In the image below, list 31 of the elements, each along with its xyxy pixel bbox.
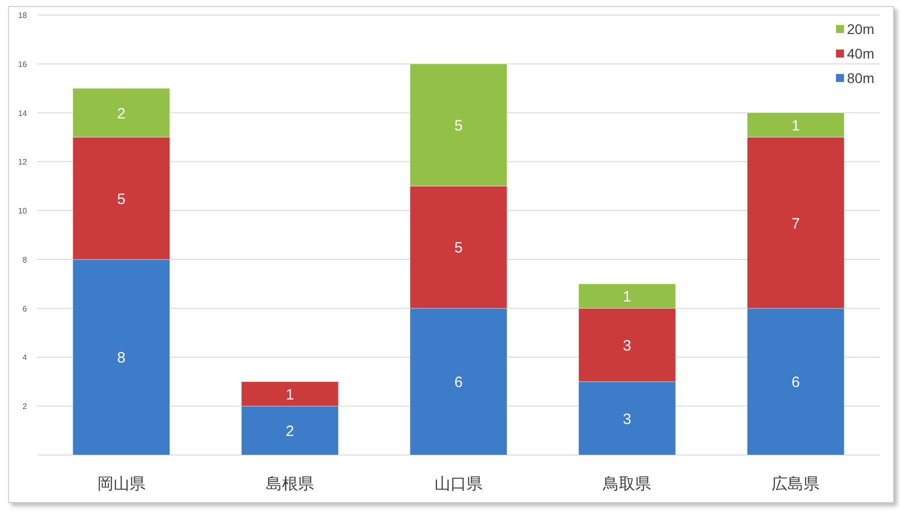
- data-label: 6: [454, 374, 463, 392]
- data-label: 7: [792, 215, 800, 232]
- data-label: 8: [117, 350, 126, 367]
- x-tick-label: 山口県: [434, 475, 482, 493]
- data-label: 5: [454, 118, 463, 134]
- y-tick-label: 12: [18, 158, 28, 167]
- y-tick-label: 4: [22, 353, 28, 362]
- y-tick-label: 8: [22, 255, 28, 264]
- legend-label: 80m: [847, 70, 874, 86]
- y-tick-label: 16: [18, 60, 28, 69]
- y-tick-label: 18: [18, 11, 28, 20]
- data-label: 2: [286, 423, 294, 440]
- y-tick-label: 10: [18, 206, 28, 216]
- x-tick-label: 岡山県: [97, 475, 146, 493]
- data-label: 1: [286, 386, 294, 404]
- y-tick-label: 2: [22, 402, 28, 412]
- y-tick-label: 6: [22, 304, 28, 314]
- x-tick-label: 島根県: [266, 475, 314, 493]
- data-label: 5: [117, 190, 126, 208]
- y-tick-label: 14: [18, 108, 28, 118]
- data-label: 1: [792, 118, 800, 134]
- data-label: 3: [622, 338, 632, 354]
- data-label: 2: [117, 105, 126, 122]
- data-label: 3: [622, 410, 632, 428]
- x-tick-label: 鳥取県: [602, 475, 652, 493]
- legend-label: 20m: [847, 21, 874, 37]
- data-label: 1: [622, 288, 632, 306]
- legend-label: 40m: [847, 46, 874, 62]
- data-label: 5: [454, 240, 463, 257]
- data-label: 6: [792, 374, 800, 392]
- x-tick-label: 広島県: [772, 475, 820, 493]
